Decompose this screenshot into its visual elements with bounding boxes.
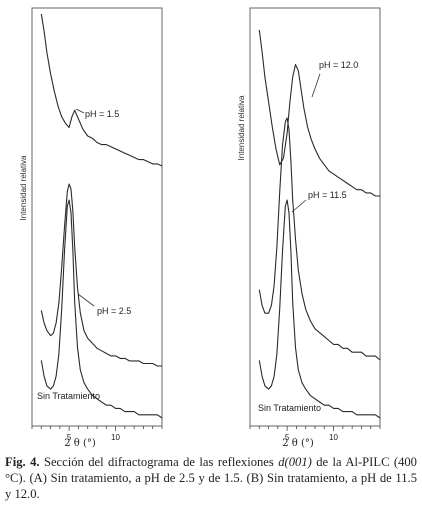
panel-a-trace-sin-tratamiento bbox=[40, 199, 163, 419]
panel-b-xtick-label-10: 10 bbox=[329, 433, 338, 442]
panel-a-label-leader-1 bbox=[75, 108, 85, 114]
panel-b-ylabel: Intensidad relativa bbox=[237, 95, 246, 160]
caption-reflection: d(001) bbox=[278, 455, 312, 469]
series-label-sin-tratamiento-a: Sin Tratamiento bbox=[37, 391, 100, 401]
panel-b: Intensidad relativa 5 10 pH = 12.0 pH = 1… bbox=[237, 7, 381, 449]
panel-a-xtick-label-10: 10 bbox=[111, 433, 120, 442]
panel-b-label-leader-1 bbox=[311, 73, 321, 98]
series-label-ph-11-5: pH = 11.5 bbox=[308, 190, 347, 200]
series-label-sin-tratamiento-b: Sin Tratamiento bbox=[258, 403, 321, 413]
panel-a-ylabel: Intensidad relativa bbox=[19, 155, 28, 220]
panel-b-trace-sin-tratamiento bbox=[258, 199, 381, 419]
panel-a-xtick-label-5: 5 bbox=[67, 433, 72, 442]
panel-a-xlabel: 2 θ (°) bbox=[64, 438, 96, 449]
panel-a-trace-ph-2-5 bbox=[40, 183, 162, 367]
panel-b-xlabel: 2 θ (°) bbox=[282, 438, 314, 449]
caption-fig-label: Fig. 4. bbox=[5, 455, 40, 469]
series-label-ph-2-5: pH = 2.5 bbox=[97, 306, 131, 316]
panel-a: Intensidad relativa 5 10 pH = 1.5 pH = 2.… bbox=[19, 7, 163, 449]
panel-a-traces bbox=[40, 13, 163, 419]
panel-a-label-leader-2 bbox=[77, 293, 95, 307]
panel-b-trace-ph-11-5 bbox=[258, 117, 381, 361]
panel-b-label-leader-2 bbox=[291, 199, 307, 213]
series-label-ph-12-0: pH = 12.0 bbox=[319, 60, 358, 70]
diffractogram-figure: Intensidad relativa 5 10 pH = 1.5 pH = 2.… bbox=[19, 7, 381, 449]
panel-b-xtick-label-5: 5 bbox=[285, 433, 290, 442]
panel-b-frame bbox=[249, 7, 381, 427]
panel-a-ticks: 5 10 bbox=[31, 426, 163, 442]
panel-b-traces bbox=[258, 29, 381, 419]
series-label-ph-1-5: pH = 1.5 bbox=[85, 109, 119, 119]
caption-text-before: Sección del difractograma de las reflexi… bbox=[39, 455, 279, 469]
caption-text-after: de la Al-PILC (400 °C). (A) Sin tratamie… bbox=[5, 455, 417, 501]
figure-caption: Fig. 4. Sección del difractograma de las… bbox=[5, 454, 417, 502]
panel-a-trace-ph-1-5 bbox=[40, 13, 163, 167]
panel-b-trace-ph-12-0 bbox=[258, 29, 380, 197]
panel-b-ticks: 5 10 bbox=[249, 426, 381, 442]
